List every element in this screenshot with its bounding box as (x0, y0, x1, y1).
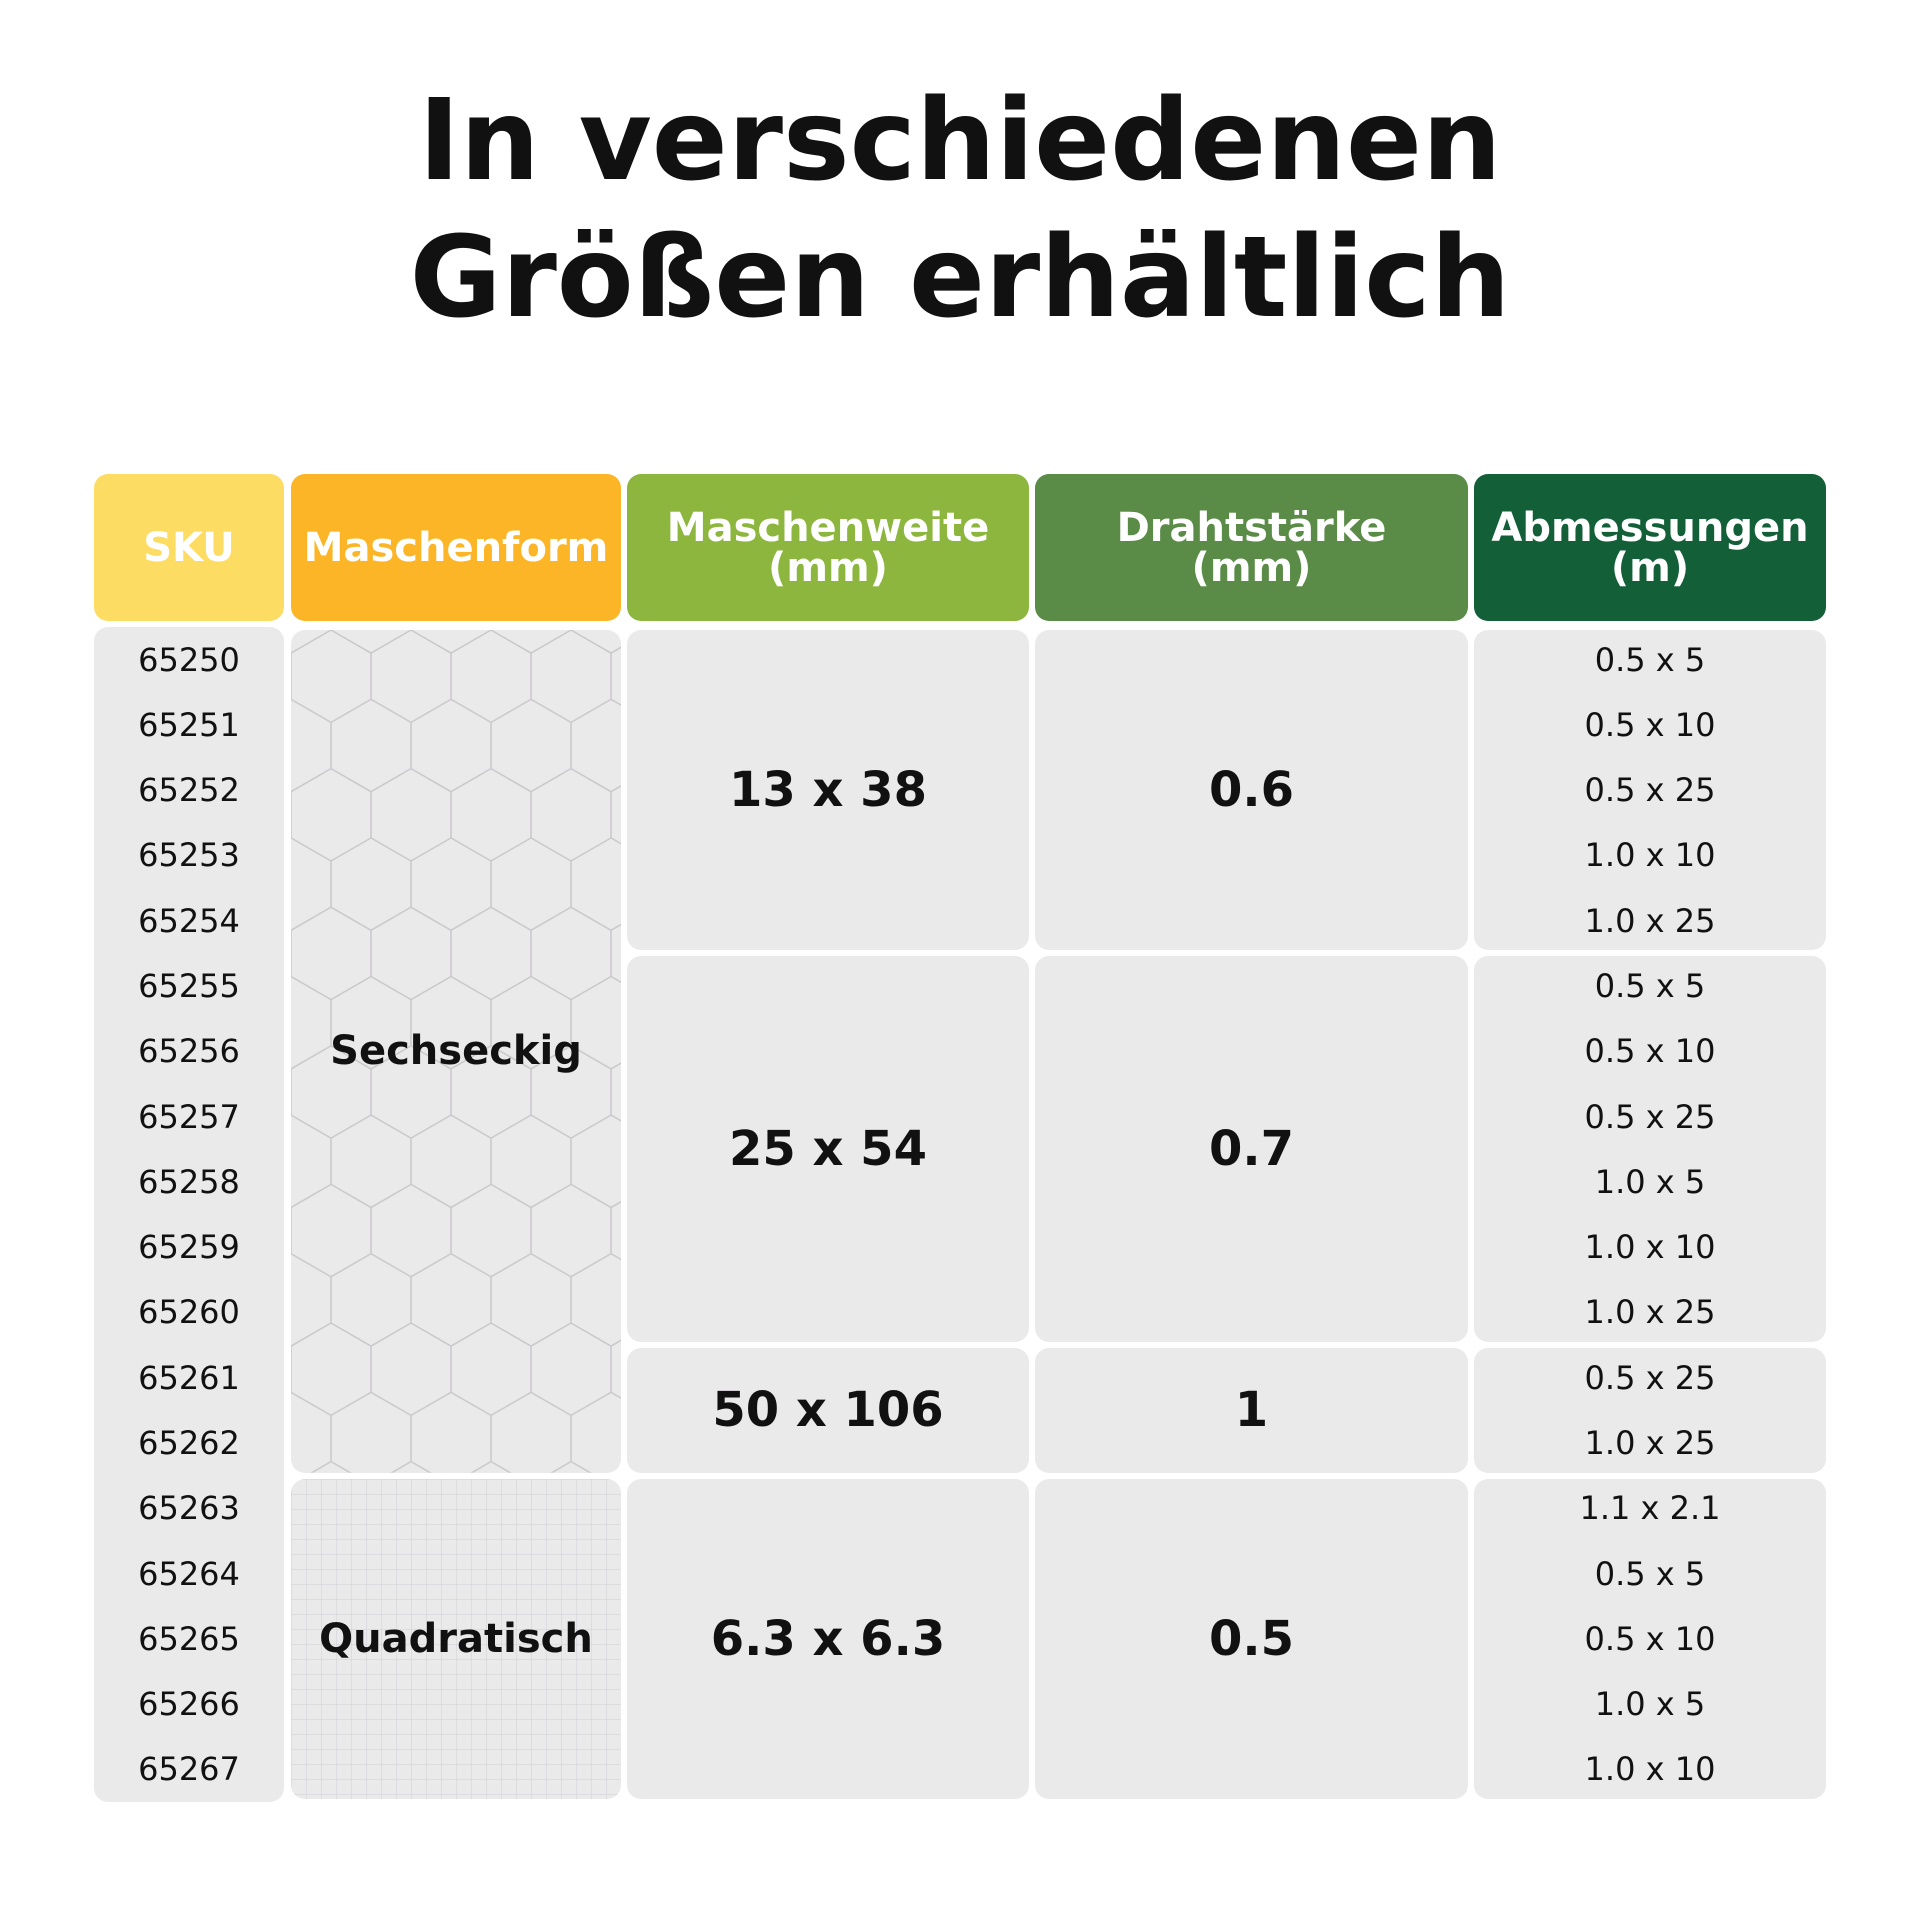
header-cell: Abmessungen (m) (1474, 474, 1826, 621)
size-text: 1.0 x 25 (1584, 901, 1716, 940)
sku-text: 65253 (138, 836, 240, 875)
sku-text: 65257 (138, 1097, 240, 1136)
wire-cell: 0.5 (1035, 1478, 1468, 1799)
size-text: 0.5 x 25 (1584, 1097, 1716, 1136)
mesh-cell: 25 x 54 (627, 956, 1029, 1343)
shape-label: Sechseckig (330, 1028, 582, 1075)
sku-text: 65265 (138, 1619, 240, 1658)
header-text: Drahtstärke (1116, 504, 1387, 551)
sku-text: 65251 (138, 705, 240, 744)
pattern-fill (291, 1478, 621, 1799)
size-text: 1.0 x 5 (1594, 1685, 1706, 1724)
mesh-pattern (291, 630, 621, 1473)
header-text: (mm) (768, 544, 888, 591)
pattern-fill (291, 630, 621, 1473)
size-cell: 1.1 x 2.1 0.5 x 5 0.5 x 10 1.0 x 5 1.0 x 10 (1474, 1478, 1826, 1799)
wire-cell: 0.7 (1035, 956, 1468, 1343)
sku-text: 65261 (138, 1358, 240, 1397)
size-cell: 0.5 x 5 0.5 x 10 0.5 x 25 1.0 x 5 1.0 x 10 1.… (1474, 956, 1826, 1343)
sku-text: 65260 (138, 1293, 240, 1332)
size-text: 1.0 x 10 (1584, 1228, 1716, 1267)
size-text: 0.5 x 5 (1594, 1554, 1706, 1593)
mesh-cell: 6.3 x 6.3 (627, 1478, 1029, 1799)
title-line: Größen erhältlich (409, 213, 1511, 343)
size-text: 1.0 x 10 (1584, 836, 1716, 875)
mesh-cell: 13 x 38 (627, 630, 1029, 951)
size-text: 1.0 x 10 (1584, 1750, 1716, 1789)
size-text: 1.0 x 5 (1594, 1162, 1706, 1201)
sku-text: 65263 (138, 1489, 240, 1528)
sku-text: 65259 (138, 1228, 240, 1267)
size-text: 0.5 x 10 (1584, 705, 1716, 744)
size-text: 0.5 x 10 (1584, 1032, 1716, 1071)
size-text: 1.0 x 25 (1584, 1293, 1716, 1332)
title-line: In verschiedenen (418, 76, 1502, 206)
sku-text: 65262 (138, 1423, 240, 1462)
header-cell: SKU (94, 474, 284, 621)
size-text: 1.0 x 25 (1584, 1423, 1716, 1462)
sku-text: 65250 (138, 640, 240, 679)
shape-cell: Quadratisch (291, 1478, 621, 1799)
sku-column (94, 627, 284, 1802)
shape-cell: Sechseckig (291, 630, 621, 1473)
header-text: (m) (1610, 544, 1690, 591)
size-cell: 0.5 x 25 1.0 x 25 (1474, 1348, 1826, 1473)
sku-text: 65252 (138, 771, 240, 810)
sku-text: 65254 (138, 901, 240, 940)
size-text: 0.5 x 5 (1594, 640, 1706, 679)
size-text: 0.5 x 25 (1584, 1358, 1716, 1397)
header-cell: Maschenform (291, 474, 621, 621)
size-text: 1.1 x 2.1 (1579, 1489, 1721, 1528)
wire-cell: 0.6 (1035, 630, 1468, 951)
sku-text: 65264 (138, 1554, 240, 1593)
header-text: (mm) (1191, 544, 1312, 591)
sku-text: 65258 (138, 1162, 240, 1201)
sku-text: 65255 (138, 967, 240, 1005)
sku-text: 65256 (138, 1032, 240, 1071)
mesh-pattern (291, 1478, 621, 1799)
size-text: 0.5 x 10 (1584, 1619, 1716, 1658)
header-text: Maschenform (303, 524, 609, 571)
size-text: 0.5 x 25 (1584, 771, 1716, 810)
size-cell: 0.5 x 5 0.5 x 10 0.5 x 25 1.0 x 10 1.0 x 25 (1474, 630, 1826, 951)
shape-label: Quadratisch (319, 1615, 593, 1662)
sku-text: 65266 (138, 1685, 240, 1724)
header-cell: Drahtstärke (mm) (1035, 474, 1468, 621)
header-text: Maschenweite (666, 504, 990, 551)
wire-cell: 1 (1035, 1348, 1468, 1473)
header-text: SKU (143, 524, 235, 571)
sku-text: 65267 (138, 1750, 240, 1789)
header-cell: Maschenweite (mm) (627, 474, 1029, 621)
header-text: Abmessungen (1491, 504, 1809, 551)
size-text: 0.5 x 5 (1594, 967, 1706, 1005)
mesh-cell: 50 x 106 (627, 1348, 1029, 1473)
